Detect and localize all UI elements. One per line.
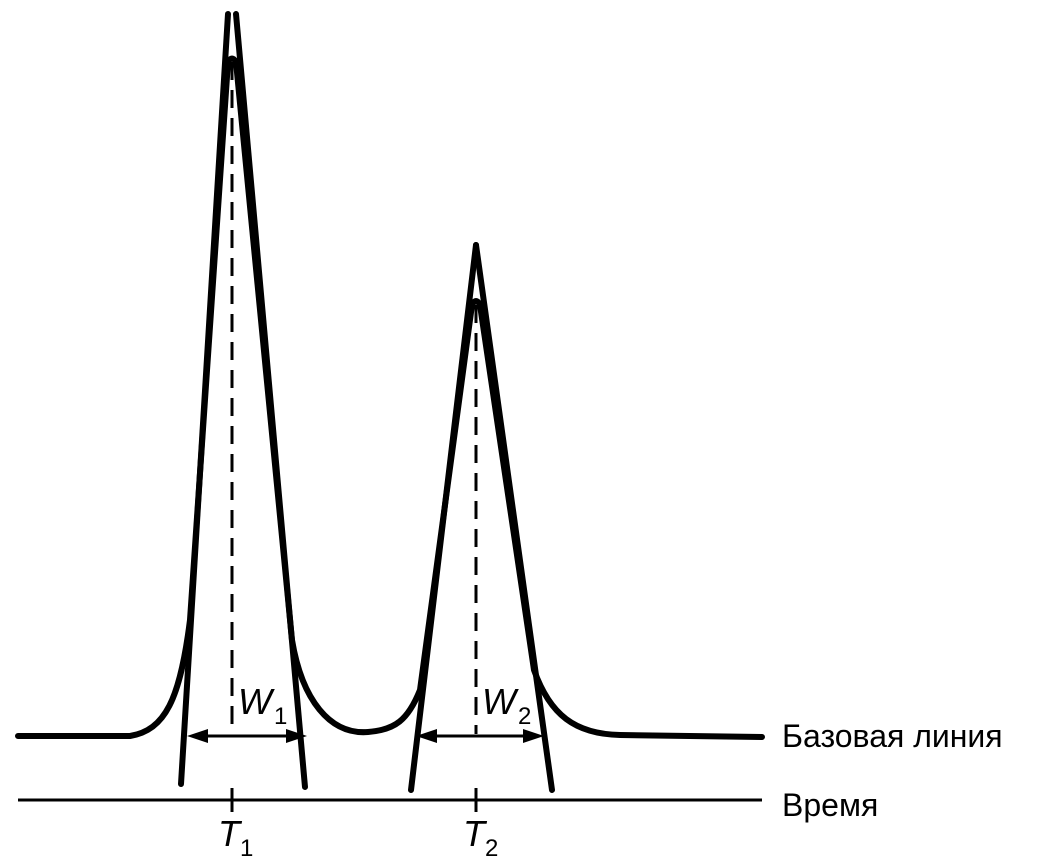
t2-label: T2 <box>463 813 498 862</box>
t1-label: T1 <box>218 813 253 862</box>
peak2-right-tangent <box>473 242 555 793</box>
peak1-right-tangent <box>233 11 308 790</box>
baseline-label: Базовая линия <box>782 718 1003 754</box>
w1-label: W1 <box>238 681 287 730</box>
chromatogram-trace <box>15 55 765 740</box>
w1-width-arrow <box>187 729 307 743</box>
w2-width-arrow <box>416 729 544 743</box>
time-axis-label: Время <box>782 787 878 823</box>
w2-label: W2 <box>482 681 531 730</box>
peak1-left-tangent <box>178 11 231 787</box>
peak2-left-tangent <box>408 242 479 793</box>
